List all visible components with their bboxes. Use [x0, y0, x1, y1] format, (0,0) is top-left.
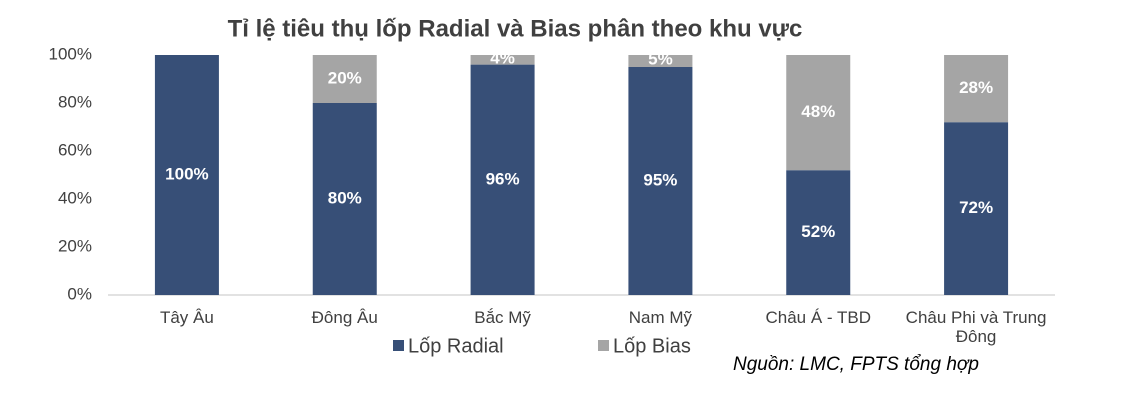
legend-label: Lốp Radial [408, 335, 504, 357]
data-label: 52% [801, 222, 835, 241]
x-tick-label: Tây Âu [159, 308, 214, 327]
source-note: Nguồn: LMC, FPTS tổng hợp [733, 354, 979, 375]
bar-segment [470, 55, 535, 65]
data-label: 100% [165, 164, 208, 183]
data-label: 28% [959, 78, 993, 97]
bar-segment [944, 122, 1009, 295]
y-tick-label: 100% [49, 44, 92, 63]
x-tick-label: Đông Âu [311, 308, 378, 327]
data-label: 96% [486, 169, 520, 188]
bar-segment [786, 55, 851, 171]
bar-segment [312, 55, 377, 103]
x-tick-label: Châu Á - TBD [765, 308, 871, 327]
y-tick-label: 80% [58, 92, 92, 111]
data-label: 4% [490, 48, 515, 67]
data-label: 48% [801, 102, 835, 121]
bar-segment [154, 55, 219, 295]
x-tick-label: Nam Mỹ [628, 308, 693, 327]
y-tick-label: 20% [58, 236, 92, 255]
bar-segment [786, 170, 851, 295]
data-label: 5% [648, 49, 673, 68]
legend-label: Lốp Bias [613, 335, 691, 357]
bar-segment [628, 67, 693, 295]
bar-segment [944, 55, 1009, 123]
data-label: 20% [328, 68, 362, 87]
legend-swatch [393, 340, 404, 351]
x-tick-label: Châu Phi và Trung Đông [905, 308, 1047, 346]
chart-title: Tỉ lệ tiêu thụ lốp Radial và Bias phân t… [228, 15, 803, 42]
x-tick-label: Bắc Mỹ [474, 308, 531, 327]
bar-segment [312, 103, 377, 295]
bar-segment [628, 55, 693, 67]
data-label: 72% [959, 198, 993, 217]
data-label: 80% [328, 188, 362, 207]
legend-swatch [598, 340, 609, 351]
bar-segment [470, 64, 535, 295]
y-tick-label: 60% [58, 140, 92, 159]
y-tick-label: 40% [58, 188, 92, 207]
y-tick-label: 0% [67, 284, 92, 303]
data-label: 95% [643, 170, 677, 189]
